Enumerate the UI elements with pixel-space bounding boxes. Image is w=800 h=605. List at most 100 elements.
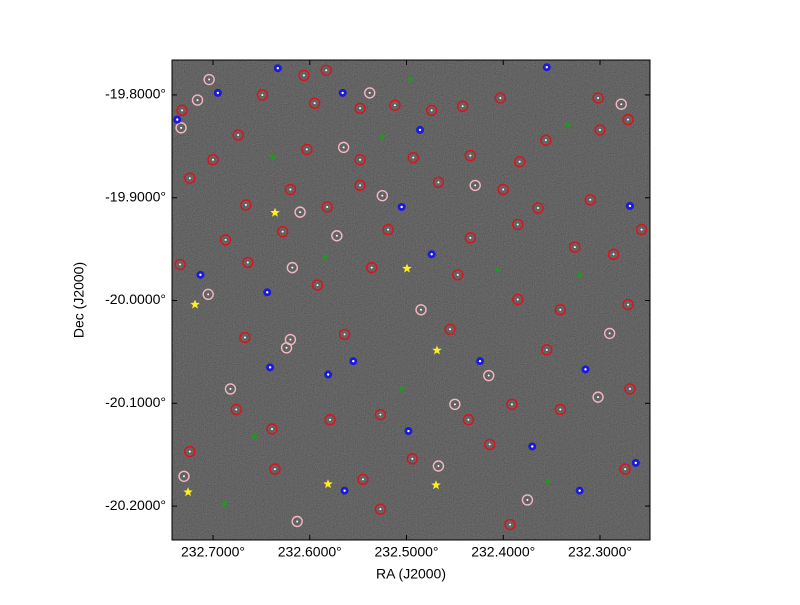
catalog-ring bbox=[456, 100, 469, 112]
y-tick-label: -19.9000° bbox=[105, 188, 166, 204]
ring bbox=[374, 503, 387, 515]
ring bbox=[284, 183, 297, 196]
source-core bbox=[316, 284, 319, 287]
catalog-dot bbox=[528, 442, 537, 451]
catalog-ring bbox=[224, 383, 237, 395]
ring bbox=[521, 494, 534, 506]
source-core bbox=[640, 228, 643, 231]
source-core bbox=[246, 261, 249, 264]
source-core bbox=[302, 74, 305, 77]
source-core bbox=[545, 65, 548, 69]
source-core bbox=[499, 97, 502, 100]
ring bbox=[291, 515, 303, 528]
source-core bbox=[296, 520, 299, 523]
source-core bbox=[342, 146, 345, 149]
ring bbox=[415, 304, 427, 316]
source-core bbox=[411, 457, 414, 460]
ring bbox=[256, 89, 269, 101]
source-core bbox=[437, 464, 440, 467]
ring bbox=[554, 403, 567, 416]
source-core bbox=[516, 298, 519, 301]
source-core bbox=[474, 184, 477, 187]
catalog-ring bbox=[521, 494, 534, 506]
ring bbox=[513, 156, 526, 168]
catalog-ring bbox=[178, 470, 190, 482]
source-core bbox=[212, 158, 215, 161]
catalog-cross bbox=[398, 385, 405, 392]
ring bbox=[469, 179, 481, 192]
source-core bbox=[370, 266, 373, 269]
catalog-ring bbox=[374, 408, 387, 421]
catalog-cross bbox=[544, 478, 551, 485]
catalog-dot bbox=[631, 458, 640, 467]
source-core bbox=[291, 266, 294, 269]
catalog-ring bbox=[291, 515, 303, 528]
ring bbox=[494, 92, 507, 104]
source-core bbox=[578, 489, 581, 492]
catalog-ring bbox=[242, 256, 254, 269]
catalog-ring bbox=[298, 69, 310, 82]
source-core bbox=[289, 338, 292, 341]
source-core bbox=[545, 348, 548, 351]
catalog-dot bbox=[263, 288, 272, 297]
catalog-ring bbox=[432, 176, 445, 189]
ring bbox=[240, 199, 252, 211]
source-core bbox=[207, 293, 210, 296]
catalog-dot bbox=[338, 88, 347, 97]
catalog-ring bbox=[337, 141, 350, 154]
catalog-ring bbox=[513, 156, 526, 168]
catalog-dot bbox=[427, 250, 436, 259]
ring bbox=[389, 99, 401, 111]
ring bbox=[592, 391, 604, 403]
catalog-ring bbox=[584, 194, 597, 206]
cross bbox=[576, 271, 583, 278]
source-core bbox=[469, 236, 472, 239]
ring bbox=[337, 141, 350, 154]
catalog-ring bbox=[284, 183, 297, 196]
catalog-cross bbox=[379, 134, 386, 141]
catalog-ring bbox=[389, 99, 401, 111]
cross bbox=[565, 121, 572, 128]
x-tick-label: 232.5000° bbox=[375, 544, 439, 560]
source-core bbox=[531, 445, 534, 448]
ring bbox=[607, 248, 620, 260]
catalog-ring bbox=[354, 102, 366, 115]
source-core bbox=[624, 468, 627, 471]
catalog-ring bbox=[266, 423, 278, 435]
cross bbox=[269, 153, 276, 160]
ring bbox=[464, 232, 477, 244]
ring bbox=[622, 113, 634, 126]
catalog-ring bbox=[191, 94, 204, 106]
x-tick-label: 232.7000° bbox=[181, 544, 245, 560]
catalog-ring bbox=[184, 172, 196, 184]
ring bbox=[452, 269, 464, 281]
source-core bbox=[329, 418, 332, 421]
source-core bbox=[449, 328, 452, 331]
source-core bbox=[273, 468, 276, 471]
catalog-ring bbox=[464, 232, 477, 244]
catalog-ring bbox=[483, 369, 495, 382]
ring bbox=[354, 154, 366, 166]
ring bbox=[239, 331, 251, 344]
catalog-ring bbox=[554, 304, 567, 316]
catalog-ring bbox=[554, 403, 567, 416]
ring bbox=[298, 69, 310, 82]
catalog-star bbox=[323, 479, 333, 489]
catalog-dot bbox=[625, 201, 634, 210]
ring bbox=[175, 122, 187, 134]
ring bbox=[569, 241, 581, 253]
source-core bbox=[518, 160, 521, 163]
catalog-ring bbox=[276, 225, 289, 238]
ring bbox=[354, 179, 366, 192]
source-core bbox=[326, 373, 330, 376]
ring bbox=[497, 183, 509, 196]
catalog-ring bbox=[635, 223, 648, 236]
ring bbox=[483, 438, 496, 451]
source-core bbox=[573, 246, 576, 249]
ring bbox=[324, 414, 336, 426]
source-core bbox=[343, 489, 346, 492]
catalog-ring bbox=[374, 503, 387, 515]
ring bbox=[622, 298, 634, 311]
sky-noise bbox=[172, 60, 650, 540]
